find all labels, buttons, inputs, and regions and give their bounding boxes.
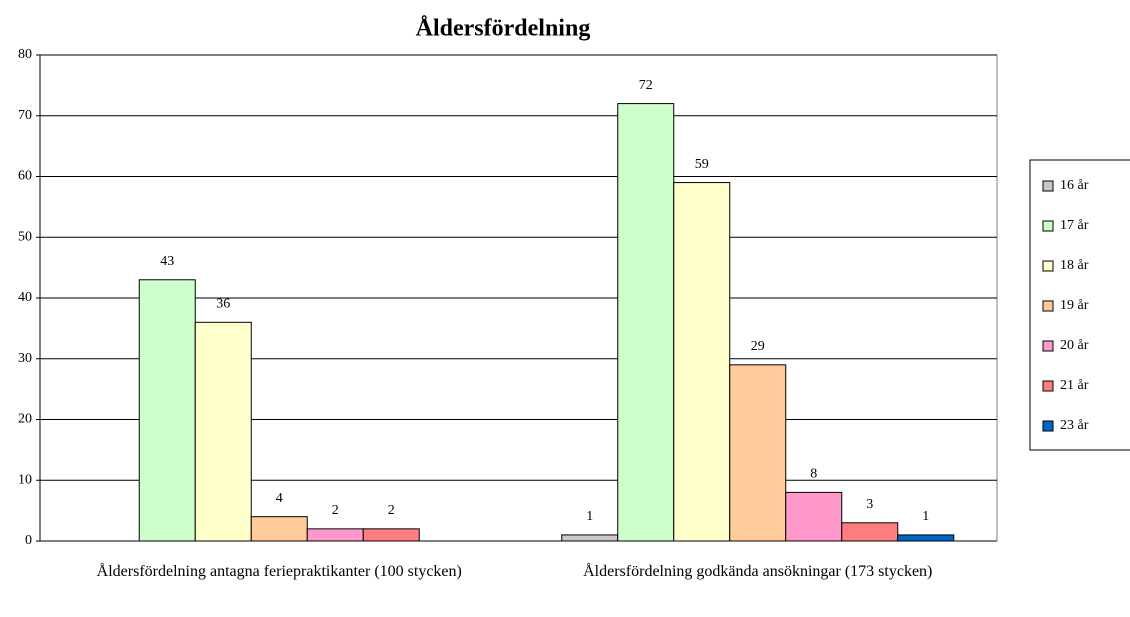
bar: [194, 321, 252, 542]
x-tick-label: Åldersfördelning antagna feriepraktikant…: [96, 563, 462, 580]
x-tick-label-box: Åldersfördelning antagna feriepraktikant…: [96, 563, 462, 580]
y-tick-label: 40: [18, 290, 32, 305]
y-tick-label: 50: [18, 229, 32, 244]
bar: [729, 364, 787, 542]
data-label: 29: [751, 339, 765, 354]
data-label: 43: [160, 254, 174, 269]
y-tick-label: 20: [18, 412, 32, 427]
legend-label: 16 år: [1060, 178, 1089, 193]
legend-swatch: [1042, 300, 1054, 312]
bar: [561, 534, 619, 542]
chart-title: Åldersfördelning: [416, 16, 591, 42]
legend-label: 19 år: [1060, 298, 1089, 313]
legend-swatch: [1042, 260, 1054, 272]
data-label: 59: [695, 157, 709, 172]
data-label: 3: [866, 497, 873, 512]
y-tick-label: 80: [18, 47, 32, 62]
y-tick-label: 30: [18, 351, 32, 366]
data-label: 2: [388, 503, 395, 518]
legend-swatch: [1042, 340, 1054, 352]
legend-swatch: [1042, 180, 1054, 192]
legend-label: 18 år: [1060, 258, 1089, 273]
legend-swatch: [1042, 380, 1054, 392]
legend-label: 20 år: [1060, 338, 1089, 353]
bar: [617, 103, 675, 542]
bar: [306, 528, 364, 542]
data-label: 8: [810, 467, 817, 482]
bar: [362, 528, 420, 542]
x-tick-label: Åldersfördelning godkända ansökningar (1…: [583, 563, 933, 580]
legend-swatch: [1042, 420, 1054, 432]
bar: [841, 522, 899, 542]
x-tick-label-box: Åldersfördelning godkända ansökningar (1…: [583, 563, 933, 580]
data-label: 1: [922, 509, 929, 524]
y-tick-label: 0: [25, 533, 32, 548]
data-label: 4: [276, 491, 283, 506]
bar: [673, 182, 731, 542]
data-label: 1: [586, 509, 593, 524]
legend-label: 17 år: [1060, 218, 1089, 233]
bar: [138, 279, 196, 542]
bar: [785, 491, 843, 542]
y-tick-label: 60: [18, 169, 32, 184]
data-label: 36: [216, 297, 230, 312]
legend-label: 21 år: [1060, 378, 1089, 393]
legend-label: 23 år: [1060, 418, 1089, 433]
y-tick-label: 10: [18, 472, 32, 487]
data-label: 72: [639, 78, 653, 93]
y-tick-label: 70: [18, 108, 32, 123]
bar: [897, 534, 955, 542]
bar: [250, 516, 308, 542]
legend-swatch: [1042, 220, 1054, 232]
data-label: 2: [332, 503, 339, 518]
